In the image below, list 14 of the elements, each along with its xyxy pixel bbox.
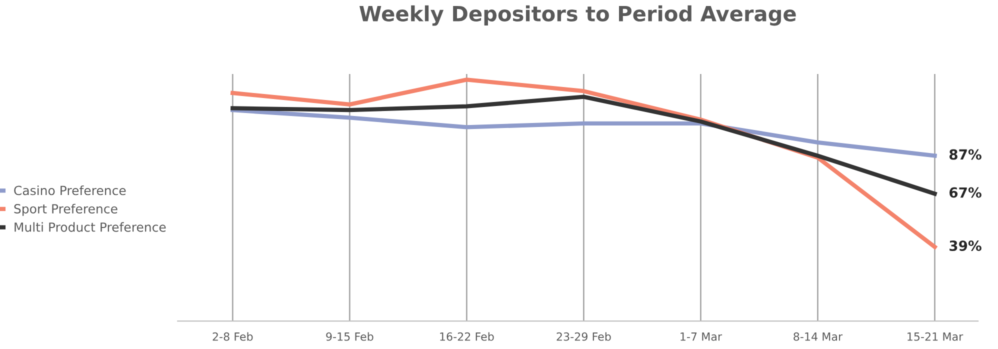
- data-label: 87%: [949, 149, 982, 160]
- x-tick-label: 1-7 Mar: [680, 332, 722, 341]
- legend-label: Casino Preference: [14, 185, 126, 196]
- x-tick-label: 9-15 Feb: [326, 332, 374, 341]
- legend-label: Multi Product Preference: [14, 222, 166, 232]
- data-label: 39%: [950, 240, 982, 251]
- x-tick-label: 15-21 Mar: [908, 332, 964, 341]
- chart-title: Weekly Depositors to Period Average: [359, 5, 796, 26]
- x-tick-label: 23-29 Feb: [556, 332, 611, 341]
- x-tick-label: 16-22 Feb: [440, 332, 494, 341]
- x-tick-label: 2-8 Feb: [212, 332, 253, 341]
- x-tick-label: 8-14 Mar: [794, 332, 843, 341]
- data-label: 67%: [949, 187, 982, 198]
- legend-label: Sport Preference: [14, 204, 118, 216]
